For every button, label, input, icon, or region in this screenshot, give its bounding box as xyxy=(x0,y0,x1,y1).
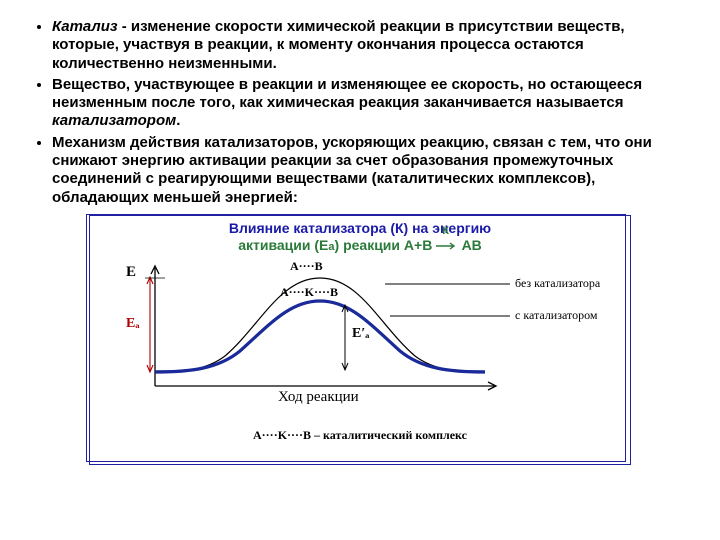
bullet-1-post: - изменение скорости химической реакции … xyxy=(52,18,625,72)
bullet-3-pre: Механизм действия катализаторов, ускоряю… xyxy=(52,134,652,206)
chart-title: Влияние катализатора (К) на энергию акти… xyxy=(90,216,630,256)
chart-title-line1: Влияние катализатора (К) на энергию xyxy=(90,220,630,238)
y-axis-label: E xyxy=(126,264,136,281)
peak-label-2: A····K····B xyxy=(280,285,338,300)
curve-with-catalyst xyxy=(155,301,485,372)
legend-no-catalyst: без катализатора xyxy=(515,276,600,291)
bullet-2-post: . xyxy=(176,112,180,129)
Ea-prime-label: E′ₐ xyxy=(352,326,369,342)
chart-container: Влияние катализатора (К) на энергию акти… xyxy=(89,215,631,465)
bullet-2-pre: Вещество, участвующее в реакции и изменя… xyxy=(52,76,642,111)
chart-plot: E Ход реакции A····B A····K····B без кат… xyxy=(90,256,630,426)
bullet-2-em: катализатором xyxy=(52,112,176,129)
arrow-icon xyxy=(436,241,458,251)
bullet-2: Вещество, участвующее в реакции и изменя… xyxy=(52,76,692,131)
peak-label-1: A····B xyxy=(290,259,323,274)
legend-with-catalyst: с катализатором xyxy=(515,308,597,323)
bullet-3: Механизм действия катализаторов, ускоряю… xyxy=(52,134,692,207)
chart-title-line2: активации (Ea) реакции A+B К AB xyxy=(90,237,630,255)
bullet-list: Катализ - изменение скорости химической … xyxy=(28,18,692,207)
bullet-1: Катализ - изменение скорости химической … xyxy=(52,18,692,73)
x-axis-label: Ход реакции xyxy=(278,389,359,406)
Ea-label: Eₐ xyxy=(126,316,139,332)
bullet-1-em: Катализ xyxy=(52,18,118,35)
chart-footer: A····K····B – каталитический комплекс xyxy=(90,426,630,443)
